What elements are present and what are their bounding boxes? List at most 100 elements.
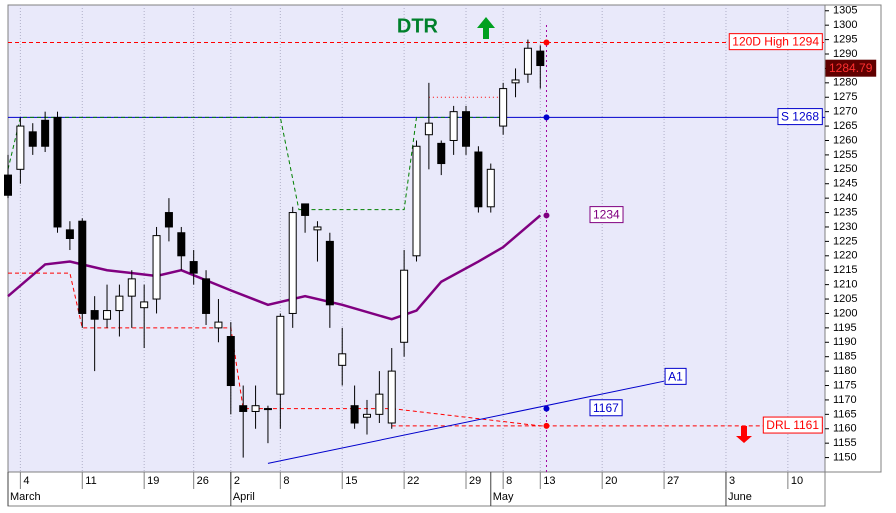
- y-tick-label: 1155: [833, 437, 857, 449]
- x-tick-label: 8: [506, 475, 512, 487]
- candle-body: [226, 336, 235, 387]
- y-tick-label: 1295: [833, 33, 857, 45]
- x-tick-label: 26: [197, 475, 209, 487]
- candle-body: [115, 295, 124, 312]
- candle-body: [536, 50, 545, 67]
- x-tick-label: 10: [791, 475, 803, 487]
- level-label-box: [762, 416, 823, 434]
- y-tick-label: 1160: [833, 423, 857, 435]
- candle-body: [28, 131, 37, 147]
- x-tick-label: 11: [85, 475, 96, 487]
- y-tick-label: 1245: [833, 178, 857, 190]
- y-tick-label: 1165: [833, 408, 857, 420]
- month-label: April: [233, 491, 255, 503]
- candle-body: [214, 321, 223, 329]
- x-tick-label: 15: [345, 475, 357, 487]
- candle-body: [362, 413, 371, 418]
- candle-body: [350, 405, 359, 424]
- up-arrow: [477, 17, 495, 39]
- trendline-label-box: [664, 367, 687, 385]
- candle-body: [276, 315, 285, 395]
- y-tick-label: 1190: [833, 336, 857, 348]
- candle-body: [90, 310, 99, 320]
- candle-body: [486, 168, 495, 208]
- y-tick-label: 1215: [833, 264, 857, 276]
- y-axis-area: [824, 4, 882, 473]
- y-tick-label: 1175: [833, 379, 857, 391]
- candle-body: [400, 269, 409, 343]
- candle-body: [78, 220, 87, 314]
- candle-body: [177, 232, 186, 257]
- candle-body: [251, 405, 260, 412]
- x-tick-label: 27: [667, 475, 679, 487]
- candle-body: [449, 111, 458, 141]
- candle-body: [462, 111, 471, 147]
- level-label: DRL 1161: [766, 418, 819, 432]
- month-label: May: [493, 491, 514, 503]
- y-tick-label: 1280: [833, 77, 857, 89]
- annotation-label: 1234: [593, 208, 620, 222]
- x-tick-label: 3: [729, 475, 735, 487]
- trendline: [267, 380, 665, 464]
- level-dot: [543, 422, 550, 429]
- x-tick-label: 22: [407, 475, 419, 487]
- y-tick-label: 1230: [833, 221, 857, 233]
- level-dot: [543, 114, 550, 121]
- candle-body: [164, 212, 173, 228]
- x-tick-label: 19: [147, 475, 159, 487]
- candle-body: [437, 142, 446, 165]
- candle-body: [202, 278, 211, 314]
- indicator-line: [7, 214, 542, 321]
- annotation-label-box: [589, 399, 623, 417]
- last-price: 1284.79: [829, 61, 873, 75]
- y-tick-label: 1270: [833, 106, 857, 118]
- candle-body: [313, 226, 322, 231]
- y-tick-label: 1185: [833, 351, 857, 363]
- candle-body: [239, 405, 248, 412]
- month-label: March: [10, 491, 41, 503]
- candle-body: [4, 174, 12, 196]
- candle-body: [103, 310, 112, 320]
- indicator-line: [7, 116, 504, 211]
- candle-body: [412, 145, 421, 257]
- y-tick-label: 1235: [833, 206, 857, 218]
- candle-body: [41, 119, 50, 147]
- candle-body: [387, 370, 396, 424]
- candle-body: [16, 125, 25, 170]
- level-label: 120D High 1294: [732, 35, 819, 49]
- y-tick-label: 1225: [833, 235, 857, 247]
- y-tick-label: 1220: [833, 250, 857, 262]
- y-tick-label: 1275: [833, 91, 857, 103]
- candle-body: [263, 408, 272, 411]
- candle-body: [511, 79, 520, 84]
- y-tick-label: 1200: [833, 307, 857, 319]
- candle-body: [288, 212, 297, 314]
- x-tick-label: 29: [469, 475, 481, 487]
- candle-body: [65, 229, 74, 240]
- level-label: S 1268: [781, 110, 819, 124]
- y-tick-label: 1205: [833, 293, 857, 305]
- last-price-box: [825, 59, 877, 77]
- candle-body: [375, 393, 384, 415]
- y-tick-label: 1260: [833, 134, 857, 146]
- x-tick-label: 13: [543, 475, 555, 487]
- annotation-label-box: [589, 206, 624, 224]
- down-arrow: [736, 426, 752, 443]
- candle-body: [523, 47, 532, 75]
- y-tick-label: 1255: [833, 149, 857, 161]
- y-tick-label: 1240: [833, 192, 857, 204]
- annotation-label: 1167: [593, 401, 619, 415]
- y-tick-label: 1210: [833, 279, 857, 291]
- candle-body: [140, 301, 149, 309]
- y-tick-label: 1180: [833, 365, 857, 377]
- y-tick-label: 1305: [833, 5, 857, 17]
- month-label: June: [728, 491, 752, 503]
- candle-body: [499, 88, 508, 127]
- x-tick-label: 20: [605, 475, 617, 487]
- level-label-box: [728, 33, 823, 51]
- candle-body: [424, 122, 433, 136]
- annotation-dot: [543, 405, 550, 412]
- y-tick-label: 1195: [833, 322, 857, 334]
- annotation-dot: [543, 212, 550, 219]
